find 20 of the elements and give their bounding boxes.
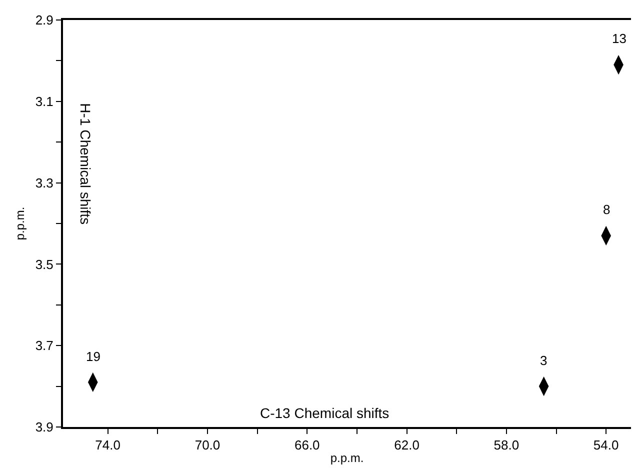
annotation: C-13 Chemical shifts — [260, 405, 390, 421]
y-tick-label: 3.7 — [35, 338, 54, 354]
annotation: 3 — [540, 353, 548, 368]
x-tick-label: 74.0 — [95, 438, 120, 453]
x-tick-label: 62.0 — [394, 438, 420, 453]
y-tick-label: 3.1 — [35, 94, 54, 109]
y-tick-label: 3.5 — [35, 256, 54, 272]
annotation: H-1 Chemical shifts — [78, 103, 94, 225]
annotation: 8 — [603, 202, 610, 217]
x-tick-label: 54.0 — [593, 438, 619, 453]
annotation: 19 — [86, 349, 100, 364]
y-tick-label: 3.3 — [35, 175, 54, 190]
x-tick-label: 58.0 — [494, 438, 520, 453]
annotation: 13 — [612, 31, 626, 46]
y-tick-label: 3.9 — [35, 420, 54, 435]
y-axis-title: p.p.m. — [13, 206, 28, 240]
x-tick-label: 70.0 — [194, 438, 220, 453]
x-axis-title: p.p.m. — [330, 451, 364, 465]
y-tick-label: 2.9 — [35, 12, 54, 28]
x-tick-label: 66.0 — [294, 438, 320, 453]
